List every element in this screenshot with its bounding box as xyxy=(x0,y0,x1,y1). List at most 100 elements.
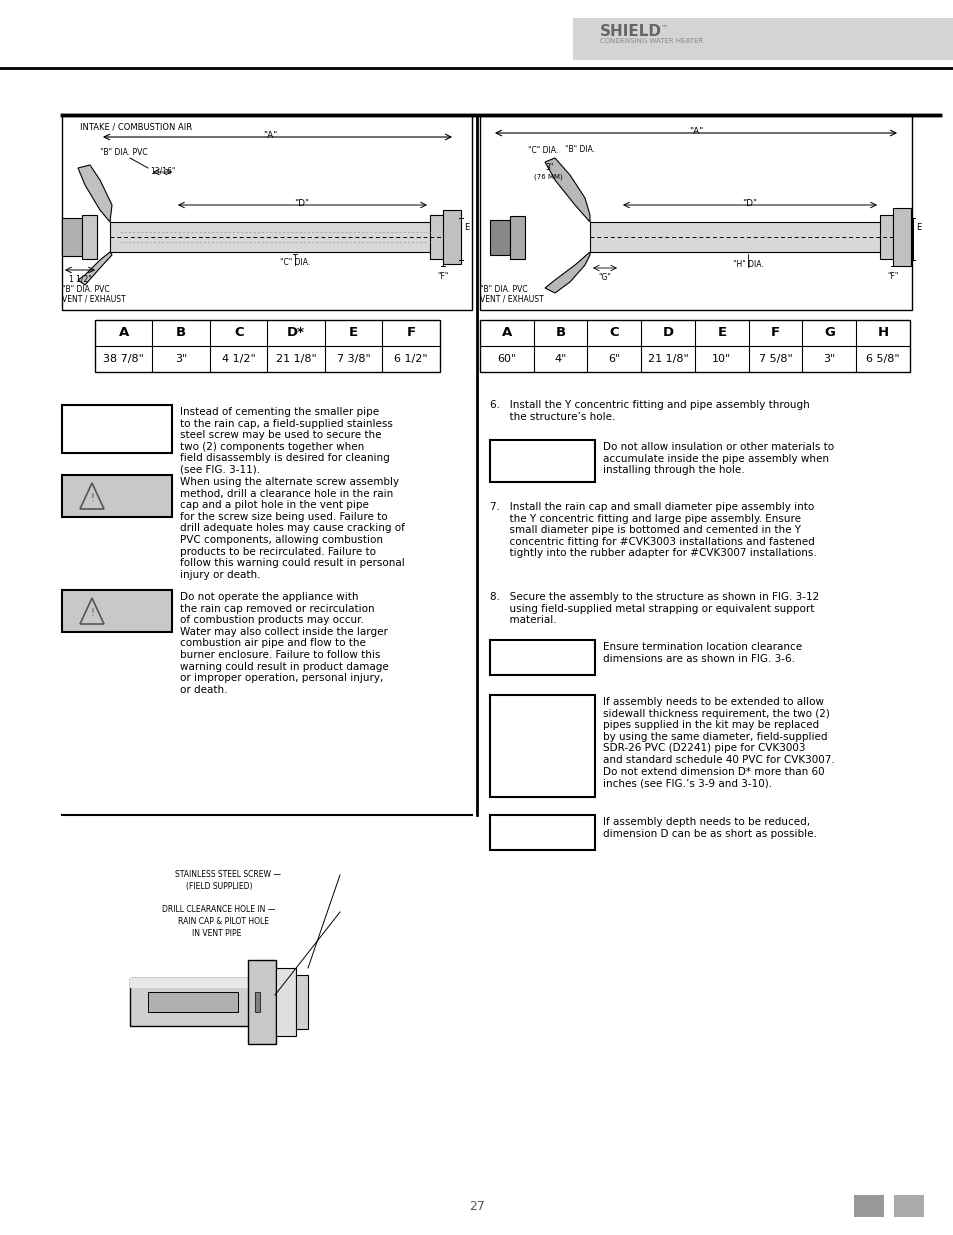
Text: 13/16": 13/16" xyxy=(150,165,175,175)
Text: If assembly depth needs to be reduced,
dimension D can be as short as possible.: If assembly depth needs to be reduced, d… xyxy=(602,818,816,839)
Text: H: H xyxy=(877,326,888,340)
Bar xyxy=(893,1195,923,1216)
Polygon shape xyxy=(544,252,589,293)
Text: 3": 3" xyxy=(545,163,554,172)
Bar xyxy=(95,320,439,372)
Text: "B" DIA. PVC: "B" DIA. PVC xyxy=(62,285,110,294)
Bar xyxy=(490,640,595,676)
Bar xyxy=(479,115,911,310)
Text: 6": 6" xyxy=(608,354,619,364)
Text: !: ! xyxy=(90,493,93,503)
Text: A: A xyxy=(501,326,512,340)
Bar xyxy=(490,695,595,797)
Text: (FIELD SUPPLIED): (FIELD SUPPLIED) xyxy=(186,882,253,890)
Bar xyxy=(490,440,595,482)
Text: 6.   Install the Y concentric fitting and pipe assembly through
      the struct: 6. Install the Y concentric fitting and … xyxy=(490,400,809,421)
Text: "C" DIA.: "C" DIA. xyxy=(527,146,558,156)
Text: 3": 3" xyxy=(175,354,187,364)
Text: SHIELD: SHIELD xyxy=(599,23,661,40)
Text: 21 1/8": 21 1/8" xyxy=(647,354,688,364)
Bar xyxy=(490,220,510,254)
Bar xyxy=(62,590,172,632)
Text: "C" DIA.: "C" DIA. xyxy=(279,258,310,267)
Text: DRILL CLEARANCE HOLE IN —: DRILL CLEARANCE HOLE IN — xyxy=(162,905,275,914)
Text: 27: 27 xyxy=(469,1200,484,1213)
Text: 38 7/8": 38 7/8" xyxy=(103,354,144,364)
Bar xyxy=(573,19,953,61)
Text: 4": 4" xyxy=(554,354,566,364)
Text: 7 5/8": 7 5/8" xyxy=(758,354,792,364)
Bar xyxy=(62,475,172,517)
Text: 4 1/2": 4 1/2" xyxy=(222,354,255,364)
Text: "A": "A" xyxy=(688,127,702,136)
Text: "H" DIA.: "H" DIA. xyxy=(732,261,762,269)
Bar xyxy=(490,815,595,850)
Text: Do not operate the appliance with
the rain cap removed or recirculation
of combu: Do not operate the appliance with the ra… xyxy=(180,592,388,695)
Text: 21 1/8": 21 1/8" xyxy=(275,354,316,364)
Text: E: E xyxy=(717,326,725,340)
Text: RAIN CAP & PILOT HOLE: RAIN CAP & PILOT HOLE xyxy=(178,918,269,926)
Text: 1 1/2": 1 1/2" xyxy=(69,275,91,284)
Text: 8.   Secure the assembly to the structure as shown in FIG. 3-12
      using fiel: 8. Secure the assembly to the structure … xyxy=(490,592,819,625)
Bar xyxy=(589,222,892,252)
Text: 7 3/8": 7 3/8" xyxy=(336,354,370,364)
Text: E: E xyxy=(349,326,358,340)
Text: Instead of cementing the smaller pipe
to the rain cap, a field-supplied stainles: Instead of cementing the smaller pipe to… xyxy=(180,408,393,475)
Bar xyxy=(130,978,250,1026)
Text: (76 MM): (76 MM) xyxy=(533,173,561,179)
Bar xyxy=(295,974,308,1029)
Polygon shape xyxy=(78,165,112,222)
Bar xyxy=(430,215,444,259)
Text: A: A xyxy=(118,326,129,340)
Text: E: E xyxy=(915,224,921,232)
Bar xyxy=(62,405,172,453)
Text: C: C xyxy=(609,326,618,340)
Bar xyxy=(442,210,460,264)
Bar xyxy=(254,992,260,1011)
Text: F: F xyxy=(406,326,416,340)
Text: "F": "F" xyxy=(436,272,448,282)
Bar xyxy=(879,215,892,259)
Text: "B" DIA.: "B" DIA. xyxy=(564,144,595,154)
Bar xyxy=(892,207,910,266)
Text: "D": "D" xyxy=(294,199,309,207)
Text: VENT / EXHAUST: VENT / EXHAUST xyxy=(479,295,543,304)
Text: F: F xyxy=(770,326,780,340)
Bar xyxy=(479,320,909,372)
Bar xyxy=(130,978,250,988)
Text: If assembly needs to be extended to allow
sidewall thickness requirement, the tw: If assembly needs to be extended to allo… xyxy=(602,697,834,788)
Bar xyxy=(510,216,524,259)
Text: CONDENSING WATER HEATER: CONDENSING WATER HEATER xyxy=(599,38,702,44)
Text: 6 5/8": 6 5/8" xyxy=(865,354,899,364)
Bar xyxy=(275,968,295,1036)
Text: ™: ™ xyxy=(660,23,667,30)
Text: "B" DIA. PVC: "B" DIA. PVC xyxy=(479,285,527,294)
Bar xyxy=(110,222,442,252)
Text: !: ! xyxy=(90,608,93,618)
Bar xyxy=(62,219,82,256)
Text: "A": "A" xyxy=(262,131,277,140)
Bar xyxy=(853,1195,883,1216)
Text: 60": 60" xyxy=(497,354,516,364)
Bar xyxy=(62,115,472,310)
Text: E: E xyxy=(463,224,469,232)
Text: B: B xyxy=(555,326,565,340)
Text: INTAKE / COMBUSTION AIR: INTAKE / COMBUSTION AIR xyxy=(80,124,192,132)
Text: G: G xyxy=(823,326,834,340)
Text: 10": 10" xyxy=(712,354,731,364)
Text: "D": "D" xyxy=(741,199,757,207)
Text: B: B xyxy=(176,326,186,340)
Text: D*: D* xyxy=(287,326,305,340)
Text: Ensure termination location clearance
dimensions are as shown in FIG. 3-6.: Ensure termination location clearance di… xyxy=(602,642,801,663)
Text: STAINLESS STEEL SCREW —: STAINLESS STEEL SCREW — xyxy=(174,869,281,879)
Text: "F": "F" xyxy=(886,272,898,282)
Text: 7.   Install the rain cap and small diameter pipe assembly into
      the Y conc: 7. Install the rain cap and small diamet… xyxy=(490,501,816,558)
Bar xyxy=(82,215,97,259)
Text: 3": 3" xyxy=(822,354,835,364)
Text: Do not allow insulation or other materials to
accumulate inside the pipe assembl: Do not allow insulation or other materia… xyxy=(602,442,833,475)
Text: "B" DIA. PVC: "B" DIA. PVC xyxy=(100,148,148,157)
Text: IN VENT PIPE: IN VENT PIPE xyxy=(192,929,241,939)
Bar xyxy=(148,992,237,1011)
Text: When using the alternate screw assembly
method, drill a clearance hole in the ra: When using the alternate screw assembly … xyxy=(180,477,404,579)
Text: "G": "G" xyxy=(598,273,611,282)
